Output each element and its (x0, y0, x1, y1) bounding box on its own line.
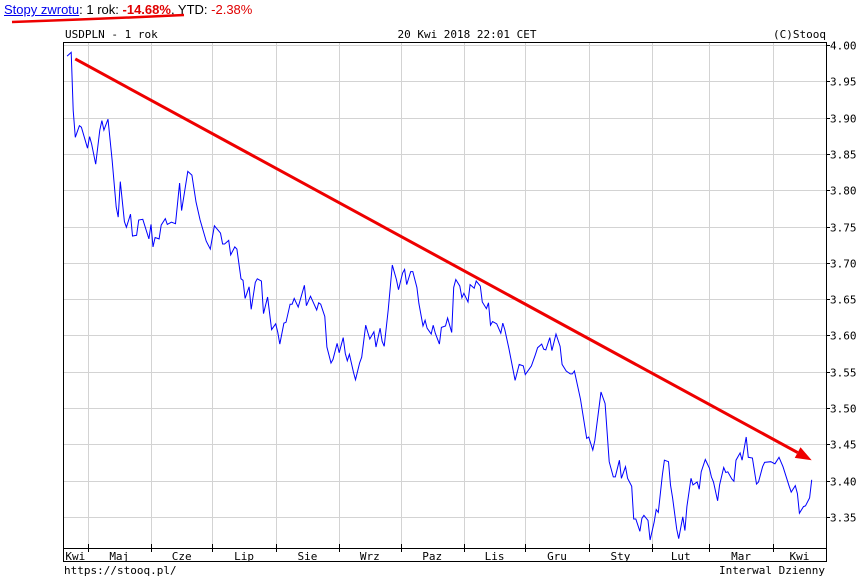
source-url[interactable]: https://stooq.pl/ (64, 564, 177, 577)
series-line-usdpln (66, 51, 813, 541)
plot-frame (63, 42, 827, 562)
month-label: Sie (298, 550, 318, 563)
month-label: Maj (109, 550, 129, 563)
month-label: Paz (422, 550, 442, 563)
y-tick-label: 3.50 (830, 403, 857, 416)
y-tick-label: 3.90 (830, 113, 857, 126)
chart-timestamp: 20 Kwi 2018 22:01 CET (397, 28, 536, 41)
chart-copyright: (C)Stooq (773, 28, 826, 41)
y-tick-label: 3.65 (830, 294, 857, 307)
y-tick-label: 3.40 (830, 476, 857, 489)
hand-drawn-underline (11, 13, 185, 24)
month-label: Mar (731, 550, 751, 563)
month-label: Lip (234, 550, 254, 563)
returns-header: Stopy zwrotu: 1 rok: -14.68%, YTD: -2.38… (4, 2, 252, 17)
y-tick-label: 3.95 (830, 76, 857, 89)
month-label: Lut (671, 550, 691, 563)
month-label: Lis (485, 550, 505, 563)
returns-link[interactable]: Stopy zwrotu (4, 2, 80, 17)
y-tick-label: 3.35 (830, 512, 857, 525)
y-tick-label: 3.45 (830, 439, 857, 452)
month-label: Gru (547, 550, 567, 563)
interval-label: Interwal Dzienny (719, 564, 825, 577)
month-label: Sty (610, 550, 630, 563)
month-label: Wrz (360, 550, 380, 563)
grid (63, 43, 826, 548)
y-tick-label: 3.60 (830, 330, 857, 343)
month-label: Kwi (789, 550, 809, 563)
trend-arrow-annotation (74, 57, 812, 461)
y-tick-label: 4.00 (830, 40, 857, 53)
x-axis: Kwi Maj Cze Lip Sie Wrz Paz Lis Gru Sty Lut Mar Kwi (65, 544, 809, 563)
y-tick-label: 3.75 (830, 222, 857, 235)
arrow-head (794, 447, 812, 461)
y-tick-label: 3.80 (830, 185, 857, 198)
month-label: Cze (172, 550, 192, 563)
y-tick-label: 3.85 (830, 149, 857, 162)
ytd-label: , YTD: (170, 2, 212, 17)
ytd-return: -2.38% (211, 2, 253, 17)
one-year-return: -14.68% (122, 2, 171, 17)
y-axis: 4.00 3.95 3.90 3.85 3.80 3.75 3.70 3.65 3.60 3.55… (826, 40, 857, 525)
y-tick-label: 3.55 (830, 367, 857, 380)
arrow-shaft (74, 57, 799, 454)
y-tick-label: 3.70 (830, 258, 857, 271)
chart-title: USDPLN - 1 rok (65, 28, 158, 41)
one-year-label: : 1 rok: (79, 2, 123, 17)
month-label: Kwi (65, 550, 85, 563)
